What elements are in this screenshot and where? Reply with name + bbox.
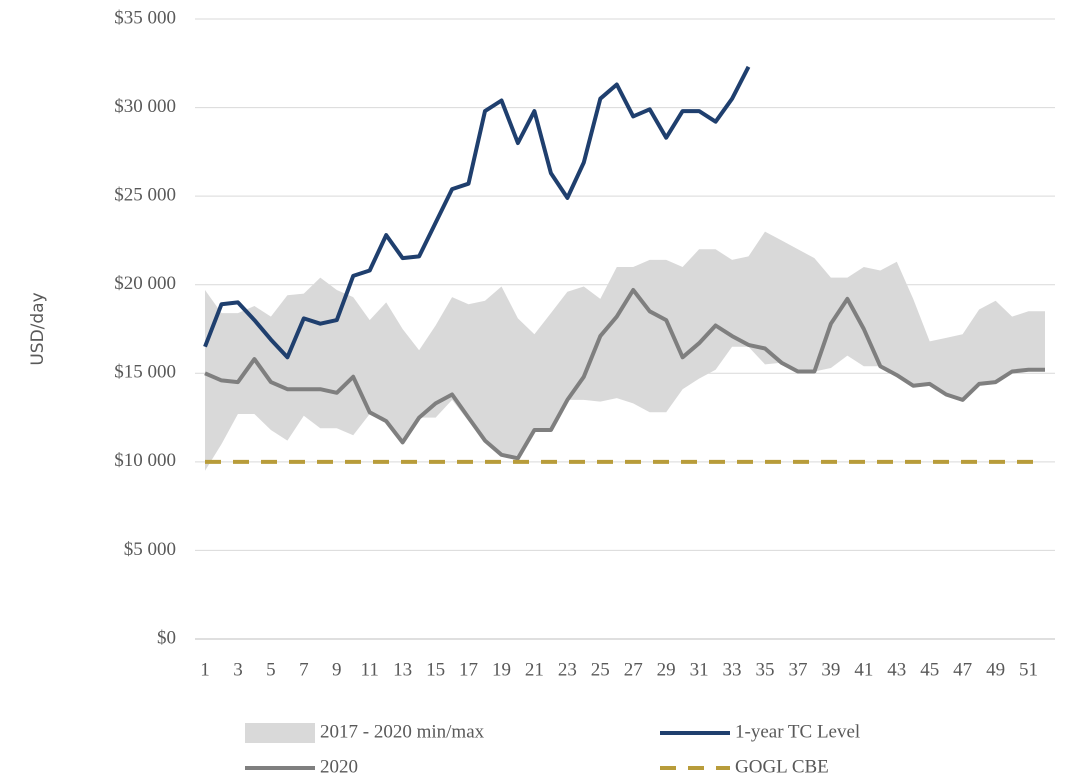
x-tick-label: 7 xyxy=(299,659,309,680)
y-tick-label: $10 000 xyxy=(114,450,176,471)
x-tick-label: 37 xyxy=(788,659,807,680)
y-tick-label: $5 000 xyxy=(124,539,176,560)
x-tick-label: 21 xyxy=(525,659,544,680)
y-tick-label: $25 000 xyxy=(114,185,176,206)
x-tick-label: 15 xyxy=(426,659,445,680)
x-tick-label: 35 xyxy=(756,659,775,680)
x-tick-label: 43 xyxy=(887,659,906,680)
series-line xyxy=(204,288,1045,461)
x-tick-label: 13 xyxy=(393,659,412,680)
legend-label: GOGL CBE xyxy=(735,756,829,777)
legend-swatch xyxy=(245,723,315,743)
x-tick-label: 47 xyxy=(953,659,972,680)
y-tick-label: $30 000 xyxy=(114,96,176,117)
x-tick-label: 33 xyxy=(723,659,742,680)
y-tick-label: $0 xyxy=(157,627,176,648)
x-tick-label: 27 xyxy=(624,659,643,680)
y-axis-label: USD/day xyxy=(28,292,48,365)
x-tick-label: 41 xyxy=(854,659,873,680)
x-tick-label: 3 xyxy=(233,659,243,680)
x-tick-label: 49 xyxy=(986,659,1005,680)
legend-label: 2017 - 2020 min/max xyxy=(320,721,485,742)
range-band xyxy=(205,231,1045,471)
x-tick-label: 9 xyxy=(332,659,342,680)
x-tick-label: 25 xyxy=(591,659,610,680)
x-tick-label: 11 xyxy=(361,659,379,680)
y-tick-label: $20 000 xyxy=(114,273,176,294)
x-tick-label: 29 xyxy=(657,659,676,680)
y-tick-label: $15 000 xyxy=(114,362,176,383)
x-tick-label: 19 xyxy=(492,659,511,680)
x-tick-label: 1 xyxy=(200,659,210,680)
legend-label: 1-year TC Level xyxy=(735,721,860,742)
x-tick-label: 5 xyxy=(266,659,276,680)
x-tick-label: 17 xyxy=(459,659,478,680)
x-tick-label: 31 xyxy=(690,659,709,680)
x-tick-label: 51 xyxy=(1019,659,1038,680)
x-tick-label: 39 xyxy=(821,659,840,680)
legend-label: 2020 xyxy=(320,756,358,777)
y-tick-label: $35 000 xyxy=(114,7,176,28)
x-tick-label: 45 xyxy=(920,659,939,680)
series-line xyxy=(203,65,751,360)
x-tick-label: 23 xyxy=(558,659,577,680)
